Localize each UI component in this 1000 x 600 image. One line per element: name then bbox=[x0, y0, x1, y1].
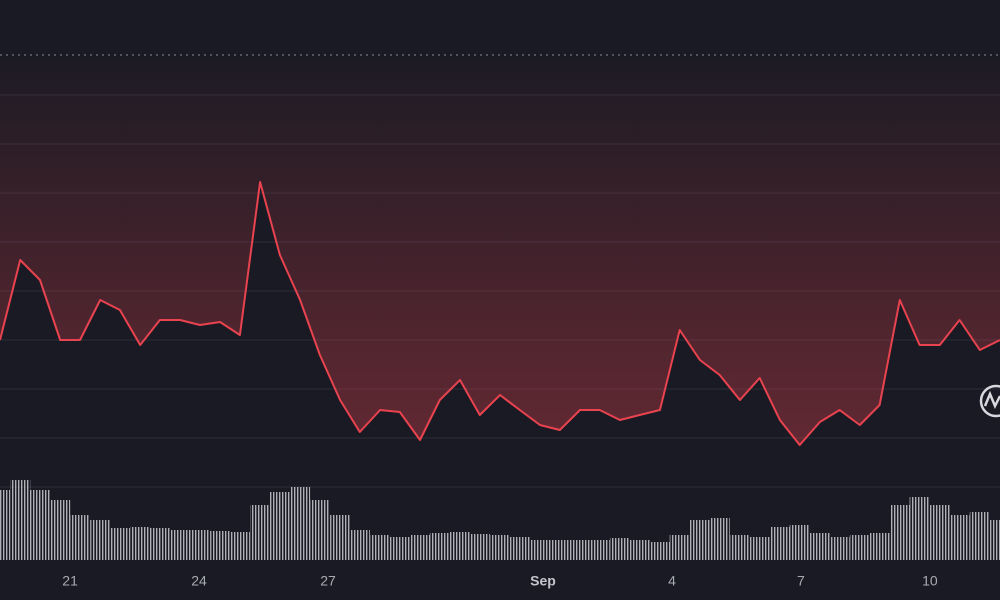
volume-bar bbox=[749, 537, 770, 560]
x-tick-label: 10 bbox=[922, 573, 938, 589]
x-tick-label: 7 bbox=[797, 573, 805, 589]
volume-bar bbox=[450, 532, 471, 560]
volume-bar bbox=[889, 505, 910, 560]
volume-bar bbox=[469, 534, 490, 560]
volume-bar bbox=[909, 497, 930, 560]
volume-bar bbox=[90, 520, 111, 560]
volume-bar bbox=[709, 518, 730, 560]
volume-bar bbox=[349, 530, 370, 560]
volume-bar bbox=[29, 490, 50, 560]
volume-bar bbox=[149, 528, 170, 560]
volume-bar bbox=[170, 530, 191, 560]
volume-bar bbox=[389, 537, 410, 560]
volume-bar bbox=[410, 535, 431, 560]
volume-bar bbox=[649, 542, 670, 560]
volume-bar bbox=[69, 515, 90, 560]
volume-bar bbox=[109, 528, 130, 560]
volume-bar bbox=[829, 537, 850, 560]
volume-bar bbox=[990, 520, 1000, 560]
x-tick-label: 27 bbox=[320, 573, 336, 589]
x-tick-label: 24 bbox=[191, 573, 207, 589]
volume-bar bbox=[509, 537, 530, 560]
volume-bar bbox=[569, 540, 590, 560]
price-glow bbox=[0, 60, 1000, 445]
volume-bar bbox=[529, 540, 550, 560]
logo bbox=[979, 384, 1000, 418]
volume-bar bbox=[370, 535, 391, 560]
volume-bar bbox=[330, 515, 351, 560]
volume-bar bbox=[969, 512, 990, 560]
volume-bar bbox=[929, 505, 950, 560]
volume-bar bbox=[949, 515, 970, 560]
volume-bar bbox=[589, 540, 610, 560]
volume-bar bbox=[549, 540, 570, 560]
volume-bar bbox=[669, 535, 690, 560]
volume-bar bbox=[10, 480, 31, 560]
volume-bar bbox=[50, 500, 71, 560]
volume-bar bbox=[809, 533, 830, 560]
volume-bar bbox=[210, 531, 231, 560]
volume-bar bbox=[429, 533, 450, 560]
volume-bar bbox=[250, 505, 271, 560]
volume-bar bbox=[789, 525, 810, 560]
volume-bar bbox=[229, 532, 250, 560]
x-tick-label: 21 bbox=[62, 573, 78, 589]
x-tick-label: Sep bbox=[530, 573, 556, 589]
volume-bar bbox=[869, 533, 890, 560]
x-tick-label: 4 bbox=[668, 573, 676, 589]
volume-bar bbox=[309, 500, 330, 560]
volume-bar bbox=[189, 530, 210, 560]
plot bbox=[0, 60, 1000, 560]
volume-bar bbox=[689, 520, 710, 560]
volume-bar bbox=[609, 538, 630, 560]
volume-bar bbox=[490, 535, 510, 560]
volume-bar bbox=[629, 540, 650, 560]
volume-bar bbox=[0, 490, 10, 560]
volume-bar bbox=[769, 527, 790, 560]
volume-bar bbox=[290, 487, 311, 560]
price-line bbox=[0, 181, 1000, 446]
volume-bar bbox=[849, 535, 870, 560]
volume-bar bbox=[729, 535, 750, 560]
volume-bar bbox=[130, 527, 151, 560]
volume-bar bbox=[269, 492, 290, 560]
